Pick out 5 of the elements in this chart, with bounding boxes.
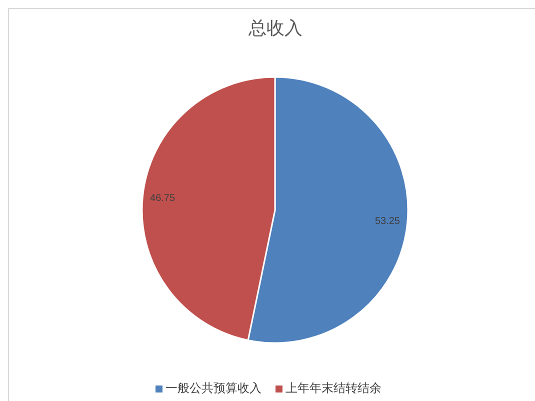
chart-title: 总收入 — [248, 18, 302, 38]
legend-label: 一般公共预算收入 — [166, 381, 262, 396]
data-label: 53.25 — [374, 216, 400, 228]
data-label: 46.75 — [150, 193, 176, 204]
legend-label: 上年年末结转结余 — [286, 381, 382, 396]
